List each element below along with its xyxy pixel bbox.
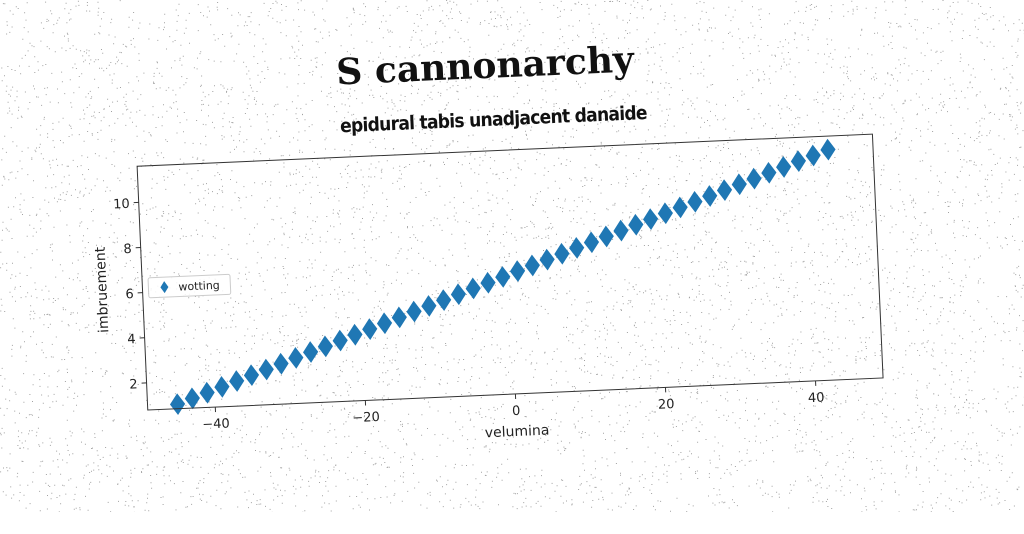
data-point bbox=[170, 394, 185, 415]
data-point bbox=[377, 313, 392, 334]
data-point bbox=[362, 319, 377, 340]
data-point bbox=[584, 232, 599, 253]
y-axis: 2 4 6 8 10 bbox=[113, 196, 147, 393]
data-point bbox=[466, 278, 481, 299]
data-point bbox=[348, 324, 363, 345]
data-point bbox=[732, 174, 747, 195]
data-point bbox=[436, 290, 451, 311]
data-point bbox=[274, 353, 289, 374]
data-point bbox=[717, 180, 732, 201]
y-tick-label: 2 bbox=[129, 377, 138, 392]
data-point bbox=[791, 151, 806, 172]
data-point bbox=[776, 157, 791, 178]
data-point bbox=[421, 296, 436, 317]
data-point bbox=[806, 145, 821, 166]
data-point bbox=[569, 238, 584, 259]
data-point bbox=[525, 255, 540, 276]
data-point bbox=[761, 163, 776, 184]
legend: wotting bbox=[148, 274, 231, 298]
y-tick-label: 8 bbox=[123, 242, 132, 257]
y-axis-label: imbruement bbox=[93, 246, 113, 333]
x-tick-label: −20 bbox=[352, 410, 380, 426]
data-point bbox=[333, 330, 348, 351]
data-point bbox=[214, 377, 229, 398]
data-point bbox=[554, 243, 569, 264]
data-point bbox=[821, 139, 836, 160]
data-point bbox=[747, 168, 762, 189]
legend-label-wotting: wotting bbox=[178, 279, 220, 294]
data-point bbox=[392, 307, 407, 328]
y-tick-label: 4 bbox=[127, 332, 136, 347]
data-point bbox=[229, 371, 244, 392]
y-tick-label: 10 bbox=[113, 197, 130, 213]
data-point bbox=[259, 359, 274, 380]
x-axis-label: velumina bbox=[484, 423, 549, 442]
data-point bbox=[673, 197, 688, 218]
x-tick-label: 40 bbox=[808, 390, 825, 406]
data-point bbox=[599, 226, 614, 247]
data-point bbox=[303, 342, 318, 363]
x-tick-label: 20 bbox=[658, 397, 675, 413]
data-point bbox=[451, 284, 466, 305]
data-point bbox=[614, 220, 629, 241]
data-point bbox=[540, 249, 555, 270]
data-point bbox=[244, 365, 259, 386]
data-point bbox=[288, 348, 303, 369]
series-markers bbox=[160, 139, 845, 414]
data-point bbox=[200, 382, 215, 403]
y-tick-label: 6 bbox=[125, 287, 134, 302]
data-point bbox=[643, 209, 658, 230]
data-point bbox=[702, 186, 717, 207]
data-point bbox=[481, 272, 496, 293]
data-point bbox=[658, 203, 673, 224]
data-point bbox=[688, 192, 703, 213]
data-point bbox=[185, 388, 200, 409]
data-point bbox=[407, 301, 422, 322]
data-point bbox=[510, 261, 525, 282]
data-point bbox=[495, 267, 510, 288]
x-tick-label: 0 bbox=[512, 404, 521, 419]
data-point bbox=[318, 336, 333, 357]
x-tick-label: −40 bbox=[202, 416, 230, 432]
data-point bbox=[628, 214, 643, 235]
